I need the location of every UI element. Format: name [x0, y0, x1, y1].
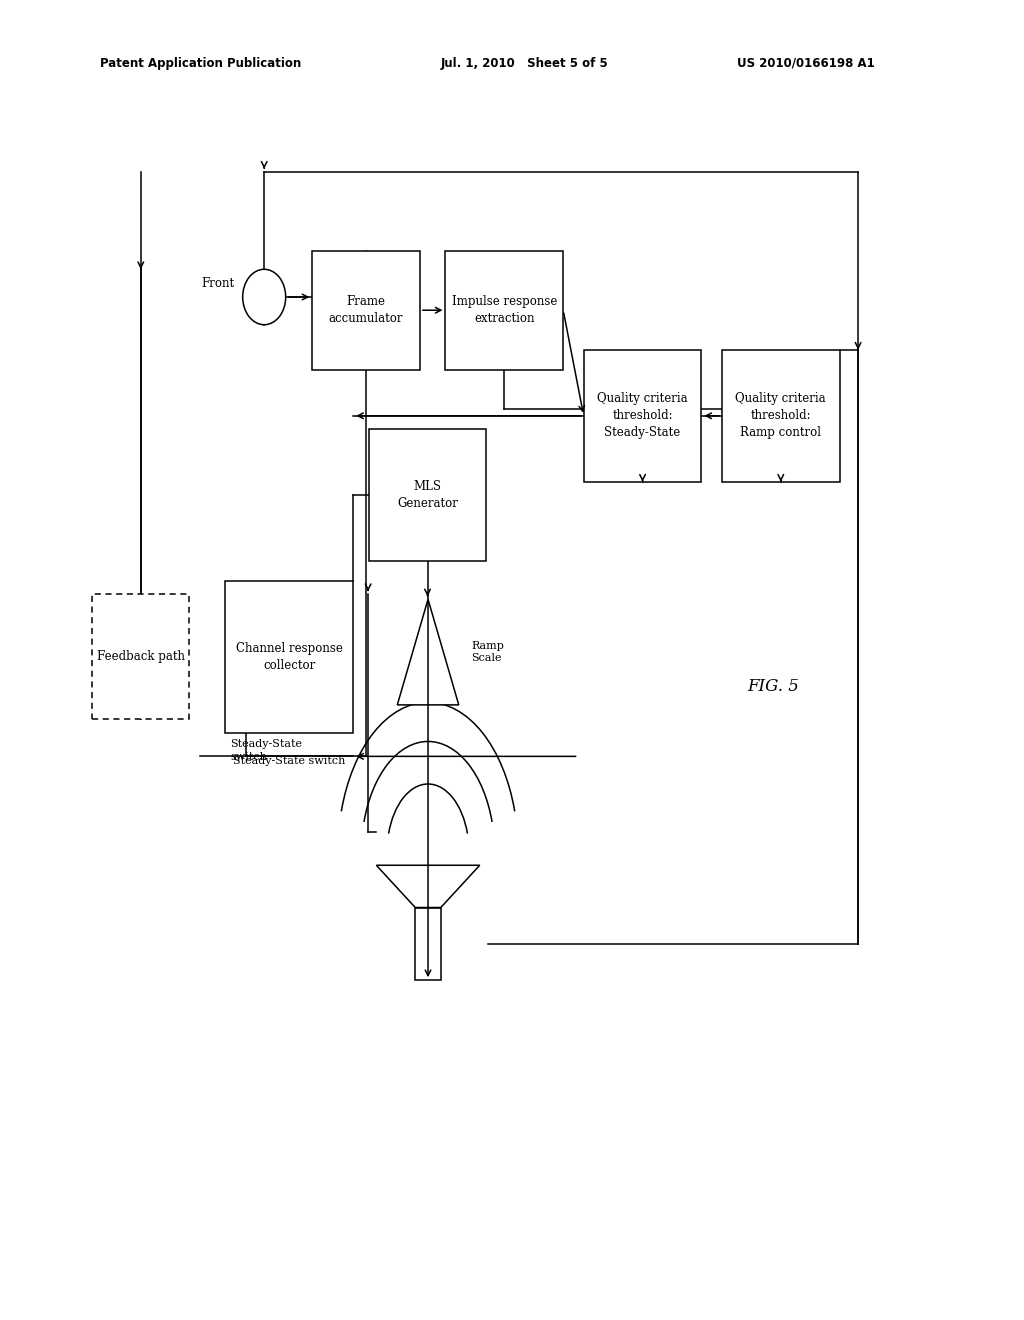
Text: Impulse response
extraction: Impulse response extraction	[452, 296, 557, 325]
Text: Channel response
collector: Channel response collector	[236, 642, 343, 672]
Bar	[416, 908, 440, 979]
Text: Frame
accumulator: Frame accumulator	[329, 296, 403, 325]
Text: Front: Front	[202, 277, 234, 290]
Text: Steady-State switch: Steady-State switch	[233, 756, 345, 767]
Text: MLS
Generator: MLS Generator	[397, 480, 458, 510]
Bar	[369, 429, 486, 561]
Text: Ramp
Scale: Ramp Scale	[471, 642, 504, 663]
Text: Jul. 1, 2010   Sheet 5 of 5: Jul. 1, 2010 Sheet 5 of 5	[440, 57, 608, 70]
Circle shape	[243, 269, 286, 325]
Polygon shape	[397, 599, 459, 705]
Text: Feedback path: Feedback path	[97, 651, 184, 663]
Polygon shape	[377, 866, 479, 908]
Bar	[722, 350, 840, 482]
Text: Quality criteria
threshold:
Ramp control: Quality criteria threshold: Ramp control	[735, 392, 826, 440]
Text: FIG. 5: FIG. 5	[748, 678, 800, 694]
Bar	[92, 594, 189, 719]
Text: Patent Application Publication: Patent Application Publication	[100, 57, 302, 70]
Bar	[225, 581, 353, 733]
Bar	[584, 350, 701, 482]
Text: US 2010/0166198 A1: US 2010/0166198 A1	[737, 57, 876, 70]
Bar	[445, 251, 563, 370]
Text: Quality criteria
threshold:
Steady-State: Quality criteria threshold: Steady-State	[597, 392, 688, 440]
Bar	[312, 251, 420, 370]
Text: Steady-State
switch: Steady-State switch	[230, 739, 302, 762]
